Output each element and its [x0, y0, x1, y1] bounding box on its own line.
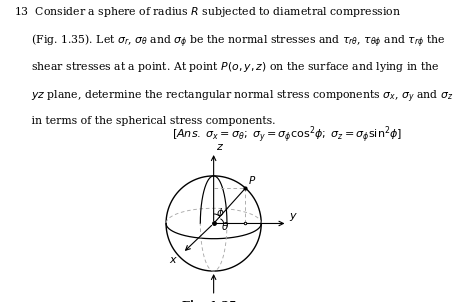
Text: $x$: $x$ [169, 255, 178, 265]
Text: (Fig. 1.35). Let $\sigma_r$, $\sigma_\theta$ and $\sigma_\phi$ be the normal str: (Fig. 1.35). Let $\sigma_r$, $\sigma_\th… [14, 33, 445, 50]
Text: $\phi$: $\phi$ [216, 206, 225, 220]
Text: $y$: $y$ [289, 210, 298, 223]
Text: $\theta$: $\theta$ [221, 220, 229, 232]
Text: in terms of the spherical stress components.: in terms of the spherical stress compone… [14, 116, 275, 126]
Text: $yz$ plane, determine the rectangular normal stress components $\sigma_x$, $\sig: $yz$ plane, determine the rectangular no… [14, 88, 453, 105]
Text: 13  Consider a sphere of radius $R$ subjected to diametral compression: 13 Consider a sphere of radius $R$ subje… [14, 5, 401, 18]
Text: shear stresses at a point. At point $P(o, y, z)$ on the surface and lying in the: shear stresses at a point. At point $P(o… [14, 60, 439, 74]
Text: $P$: $P$ [248, 174, 257, 186]
Text: $\it{Problem\ 1.3}$: $\it{Problem\ 1.3}$ [233, 300, 300, 302]
Text: $[Ans.\;\sigma_x = \sigma_\theta;\;\sigma_y = \sigma_\phi \cos^2\!\phi;\;\sigma_: $[Ans.\;\sigma_x = \sigma_\theta;\;\sigm… [172, 124, 402, 145]
Text: Fig. 1.35: Fig. 1.35 [182, 300, 236, 302]
Text: $z$: $z$ [216, 142, 223, 152]
